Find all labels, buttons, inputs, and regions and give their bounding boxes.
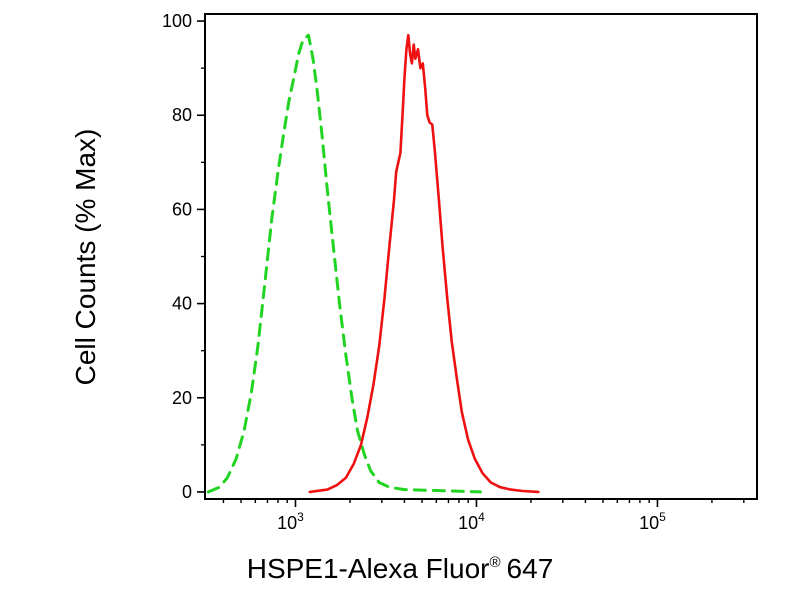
x-tick-label: 103 (277, 510, 304, 533)
y-tick-label: 60 (172, 199, 192, 219)
y-axis-title: Cell Counts (% Max) (70, 129, 101, 386)
histogram-curves (206, 33, 540, 494)
y-tick-label: 80 (172, 105, 192, 125)
y-tick-label: 20 (172, 388, 192, 408)
sample-curve (308, 33, 540, 494)
axis-tick-labels: 103 104 105 0 20 40 60 80 100 (162, 11, 666, 533)
x-axis-title: HSPE1-Alexa Fluor® 647 (247, 553, 554, 584)
y-tick-label: 100 (162, 11, 192, 31)
axis-ticks (197, 20, 745, 507)
x-tick-label: 104 (458, 510, 485, 533)
y-tick-label: 0 (182, 482, 192, 502)
x-tick-label: 105 (639, 510, 666, 533)
plot-area (204, 13, 758, 500)
x-axis-title-text: HSPE1-Alexa Fluor® 647 (247, 553, 554, 584)
control-curve (206, 33, 482, 494)
y-tick-label: 40 (172, 294, 192, 314)
